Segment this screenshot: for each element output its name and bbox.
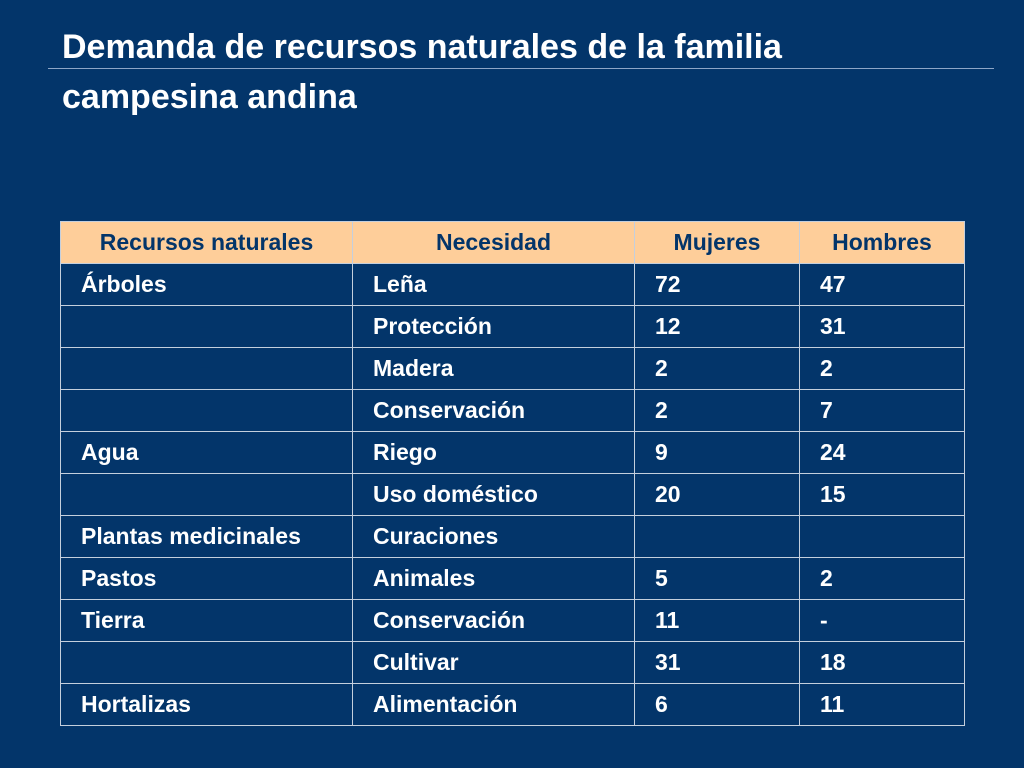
cell-necesidad: Leña: [352, 263, 635, 306]
cell-necesidad: Madera: [352, 347, 635, 390]
cell-mujeres: 31: [634, 641, 800, 684]
table-row: Agua Riego 9 24: [60, 431, 965, 474]
cell-mujeres: 2: [634, 347, 800, 390]
table-row: Uso doméstico 20 15: [60, 473, 965, 516]
cell-necesidad: Alimentación: [352, 683, 635, 726]
table-row: Tierra Conservación 11 -: [60, 599, 965, 642]
table-row: Madera 2 2: [60, 347, 965, 390]
cell-mujeres: 2: [634, 389, 800, 432]
cell-necesidad: Animales: [352, 557, 635, 600]
cell-mujeres: 11: [634, 599, 800, 642]
cell-mujeres: 20: [634, 473, 800, 516]
cell-hombres: 11: [799, 683, 965, 726]
cell-hombres: 47: [799, 263, 965, 306]
table-row: Pastos Animales 5 2: [60, 557, 965, 600]
resources-table: Recursos naturales Necesidad Mujeres Hom…: [60, 221, 965, 726]
cell-necesidad: Riego: [352, 431, 635, 474]
title-line-2: campesina andina: [62, 78, 357, 116]
header-mujeres: Mujeres: [634, 221, 800, 264]
cell-hombres: 15: [799, 473, 965, 516]
cell-necesidad: Curaciones: [352, 515, 635, 558]
cell-recurso: Pastos: [60, 557, 353, 600]
cell-mujeres: 6: [634, 683, 800, 726]
cell-hombres: 2: [799, 347, 965, 390]
table-row: Cultivar 31 18: [60, 641, 965, 684]
cell-mujeres: 12: [634, 305, 800, 348]
table-row: Hortalizas Alimentación 6 11: [60, 683, 965, 726]
cell-hombres: 18: [799, 641, 965, 684]
cell-mujeres: 9: [634, 431, 800, 474]
title-line-1: Demanda de recursos naturales de la fami…: [62, 28, 782, 66]
cell-recurso: [60, 347, 353, 390]
header-necesidad: Necesidad: [352, 221, 635, 264]
table-row: Conservación 2 7: [60, 389, 965, 432]
title-divider: [48, 68, 994, 69]
cell-recurso: Agua: [60, 431, 353, 474]
cell-recurso: Hortalizas: [60, 683, 353, 726]
cell-hombres: 7: [799, 389, 965, 432]
cell-mujeres: 72: [634, 263, 800, 306]
cell-hombres: 2: [799, 557, 965, 600]
cell-mujeres: [634, 515, 800, 558]
cell-necesidad: Protección: [352, 305, 635, 348]
cell-hombres: -: [799, 599, 965, 642]
cell-necesidad: Uso doméstico: [352, 473, 635, 516]
cell-hombres: 31: [799, 305, 965, 348]
table-row: Plantas medicinales Curaciones: [60, 515, 965, 558]
table-row: Árboles Leña 72 47: [60, 263, 965, 306]
cell-recurso: Tierra: [60, 599, 353, 642]
cell-mujeres: 5: [634, 557, 800, 600]
table-row: Protección 12 31: [60, 305, 965, 348]
cell-necesidad: Conservación: [352, 389, 635, 432]
cell-hombres: [799, 515, 965, 558]
cell-recurso: Plantas medicinales: [60, 515, 353, 558]
cell-recurso: [60, 389, 353, 432]
header-hombres: Hombres: [799, 221, 965, 264]
table-header-row: Recursos naturales Necesidad Mujeres Hom…: [60, 221, 965, 264]
cell-hombres: 24: [799, 431, 965, 474]
table-container: Recursos naturales Necesidad Mujeres Hom…: [60, 221, 965, 726]
cell-recurso: [60, 305, 353, 348]
cell-recurso: [60, 473, 353, 516]
cell-necesidad: Conservación: [352, 599, 635, 642]
cell-necesidad: Cultivar: [352, 641, 635, 684]
cell-recurso: Árboles: [60, 263, 353, 306]
cell-recurso: [60, 641, 353, 684]
header-recursos: Recursos naturales: [60, 221, 353, 264]
slide-title: Demanda de recursos naturales de la fami…: [62, 22, 992, 122]
